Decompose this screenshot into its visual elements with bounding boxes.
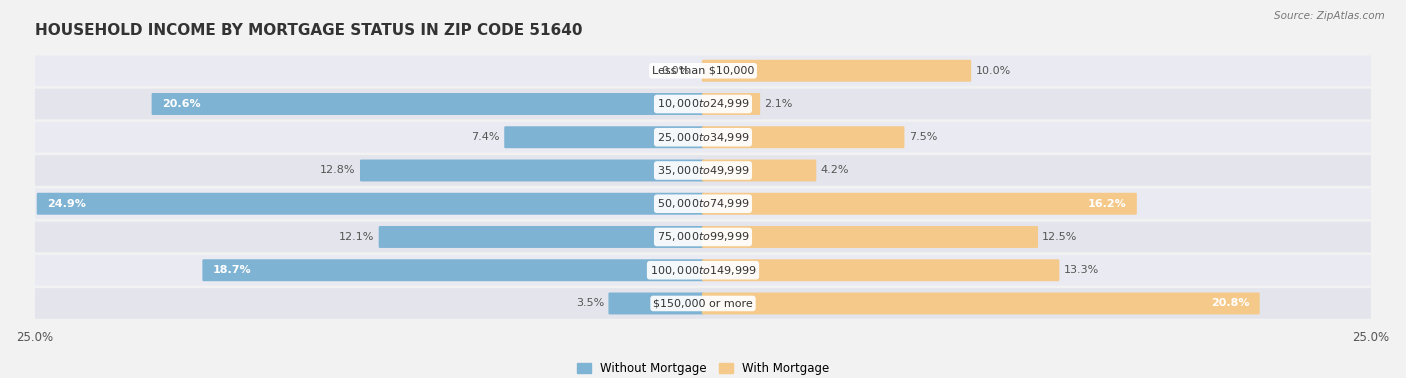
Text: Source: ZipAtlas.com: Source: ZipAtlas.com bbox=[1274, 11, 1385, 21]
Text: $150,000 or more: $150,000 or more bbox=[654, 299, 752, 308]
FancyBboxPatch shape bbox=[152, 93, 704, 115]
Text: 16.2%: 16.2% bbox=[1088, 199, 1126, 209]
FancyBboxPatch shape bbox=[702, 126, 904, 148]
Text: HOUSEHOLD INCOME BY MORTGAGE STATUS IN ZIP CODE 51640: HOUSEHOLD INCOME BY MORTGAGE STATUS IN Z… bbox=[35, 23, 582, 38]
FancyBboxPatch shape bbox=[37, 193, 704, 215]
FancyBboxPatch shape bbox=[27, 222, 1379, 252]
FancyBboxPatch shape bbox=[27, 288, 1379, 319]
Text: 12.8%: 12.8% bbox=[321, 166, 356, 175]
Text: 4.2%: 4.2% bbox=[821, 166, 849, 175]
FancyBboxPatch shape bbox=[27, 122, 1379, 153]
FancyBboxPatch shape bbox=[27, 255, 1379, 285]
FancyBboxPatch shape bbox=[378, 226, 704, 248]
Text: $50,000 to $74,999: $50,000 to $74,999 bbox=[657, 197, 749, 210]
Text: $35,000 to $49,999: $35,000 to $49,999 bbox=[657, 164, 749, 177]
Text: 10.0%: 10.0% bbox=[976, 66, 1011, 76]
FancyBboxPatch shape bbox=[702, 226, 1038, 248]
Text: 12.5%: 12.5% bbox=[1042, 232, 1077, 242]
FancyBboxPatch shape bbox=[702, 193, 1137, 215]
FancyBboxPatch shape bbox=[702, 60, 972, 82]
FancyBboxPatch shape bbox=[609, 293, 704, 314]
FancyBboxPatch shape bbox=[27, 189, 1379, 219]
Text: 7.4%: 7.4% bbox=[471, 132, 501, 142]
FancyBboxPatch shape bbox=[505, 126, 704, 148]
FancyBboxPatch shape bbox=[202, 259, 704, 281]
Legend: Without Mortgage, With Mortgage: Without Mortgage, With Mortgage bbox=[572, 358, 834, 378]
FancyBboxPatch shape bbox=[360, 160, 704, 181]
Text: $75,000 to $99,999: $75,000 to $99,999 bbox=[657, 231, 749, 243]
Text: $100,000 to $149,999: $100,000 to $149,999 bbox=[650, 264, 756, 277]
FancyBboxPatch shape bbox=[27, 155, 1379, 186]
Text: 3.5%: 3.5% bbox=[576, 299, 605, 308]
Text: $10,000 to $24,999: $10,000 to $24,999 bbox=[657, 98, 749, 110]
Text: 18.7%: 18.7% bbox=[212, 265, 252, 275]
FancyBboxPatch shape bbox=[702, 293, 1260, 314]
FancyBboxPatch shape bbox=[702, 259, 1059, 281]
Text: 2.1%: 2.1% bbox=[765, 99, 793, 109]
FancyBboxPatch shape bbox=[27, 56, 1379, 86]
Text: Less than $10,000: Less than $10,000 bbox=[652, 66, 754, 76]
FancyBboxPatch shape bbox=[702, 93, 761, 115]
Text: 12.1%: 12.1% bbox=[339, 232, 374, 242]
FancyBboxPatch shape bbox=[27, 89, 1379, 119]
Text: 0.0%: 0.0% bbox=[661, 66, 689, 76]
Text: 13.3%: 13.3% bbox=[1063, 265, 1099, 275]
Text: 7.5%: 7.5% bbox=[908, 132, 936, 142]
Text: 20.8%: 20.8% bbox=[1211, 299, 1250, 308]
Text: 24.9%: 24.9% bbox=[48, 199, 86, 209]
FancyBboxPatch shape bbox=[702, 160, 817, 181]
Text: 20.6%: 20.6% bbox=[162, 99, 201, 109]
Text: $25,000 to $34,999: $25,000 to $34,999 bbox=[657, 131, 749, 144]
